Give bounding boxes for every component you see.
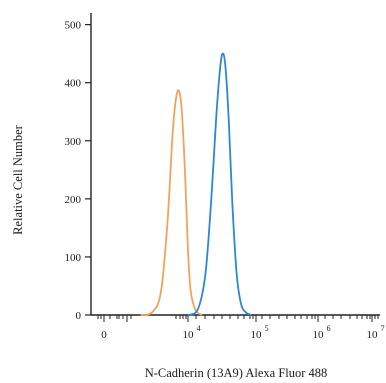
y-tick-label: 100 [65, 252, 82, 264]
axes [90, 13, 380, 316]
x-tick-label: 10 [367, 329, 379, 341]
y-tick-label: 400 [65, 78, 82, 90]
x-tick-exponent: 4 [197, 324, 201, 333]
x-tick-exponent: 6 [327, 324, 331, 333]
y-axis-label: Relative Cell Number [11, 124, 25, 235]
x-tick-label: 10 [183, 329, 195, 341]
y-tick-label: 300 [65, 136, 82, 148]
y-ticks: 0 100 200 300 400 500 [65, 20, 91, 322]
series [140, 52, 252, 316]
y-tick-label: 200 [65, 194, 82, 206]
series-line-blue [187, 52, 252, 316]
x-tick-exponent: 7 [381, 324, 385, 333]
x-tick-label: 10 [313, 329, 325, 341]
x-tick-exponent: 5 [265, 324, 269, 333]
x-tick-label: 0 [101, 329, 107, 341]
series-line-orange [140, 89, 203, 316]
x-tick-label: 10 [251, 329, 263, 341]
y-tick-label: 0 [76, 310, 82, 322]
y-tick-label: 500 [65, 20, 82, 32]
x-axis-label: N-Cadherin (13A9) Alexa Fluor 488 [145, 366, 328, 380]
